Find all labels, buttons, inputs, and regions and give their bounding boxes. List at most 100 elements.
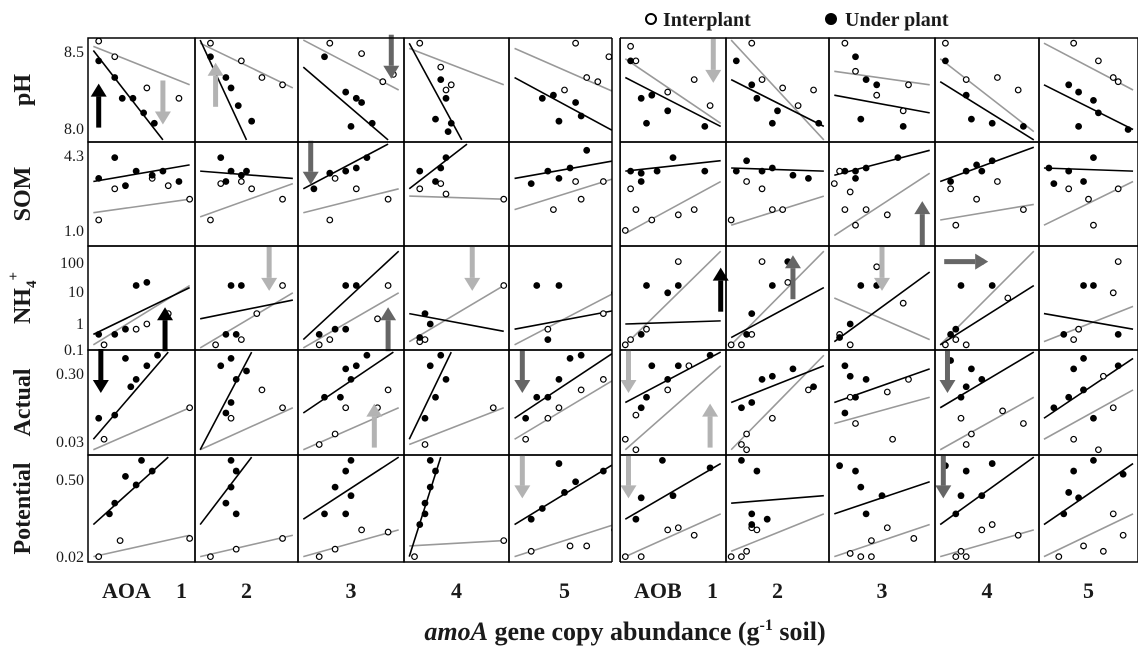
point-interplant [207, 216, 214, 224]
point-interplant [973, 195, 980, 203]
panel-frame [403, 141, 510, 247]
point-underplant [342, 167, 350, 175]
panel-frame [297, 141, 405, 247]
point-interplant [632, 206, 640, 214]
panel-r4-c1 [194, 454, 299, 563]
column-label: 4 [982, 578, 993, 603]
legend-interplant-marker [645, 13, 657, 25]
point-underplant [95, 414, 103, 422]
point-underplant [342, 467, 350, 475]
point-underplant [768, 282, 776, 289]
point-underplant [1080, 386, 1087, 394]
point-interplant [212, 341, 220, 349]
point-underplant [132, 376, 140, 383]
point-underplant [122, 182, 129, 190]
point-underplant [352, 362, 360, 370]
point-interplant [358, 50, 366, 57]
point-underplant [342, 282, 350, 289]
fit-line-underplant [302, 351, 394, 414]
point-underplant [421, 499, 429, 507]
x-axis-label-text: gene copy abundance (g [488, 617, 760, 646]
panel-plot-area [514, 282, 618, 346]
point-interplant [258, 74, 266, 81]
point-underplant [1060, 510, 1068, 518]
fit-line-interplant [302, 292, 400, 349]
arrow-down-icon [935, 454, 952, 499]
point-underplant [421, 414, 429, 422]
point-underplant [533, 393, 541, 401]
row-label-text: pH [10, 74, 36, 106]
point-underplant [321, 510, 328, 518]
point-underplant [1080, 282, 1087, 289]
point-interplant [621, 341, 629, 349]
point-underplant [852, 467, 859, 475]
arrow-down-icon [464, 246, 481, 291]
point-underplant [154, 351, 161, 359]
panel-plot-area [514, 351, 615, 443]
point-interplant [186, 535, 194, 542]
point-underplant [310, 185, 318, 193]
point-interplant [555, 404, 563, 412]
panel-plot-area [1043, 39, 1134, 133]
point-underplant [426, 483, 434, 491]
point-underplant [566, 355, 574, 362]
panel-plot-area [727, 456, 825, 561]
point-interplant [883, 388, 891, 396]
point-underplant [132, 481, 140, 489]
point-underplant [1090, 97, 1097, 104]
point-underplant [758, 167, 766, 175]
row-label: NH4+ [6, 272, 40, 324]
point-underplant [810, 383, 817, 391]
point-interplant [572, 39, 579, 47]
point-interplant [994, 74, 1001, 81]
fit-line-interplant [624, 58, 722, 124]
point-underplant [234, 102, 242, 109]
panel-r4-c6 [725, 454, 830, 563]
panel-plot-area [834, 362, 930, 443]
panel-r1-c5 [619, 141, 727, 247]
panel-frame [403, 349, 510, 456]
point-interplant [768, 414, 776, 422]
panel-plot-area [621, 154, 722, 235]
panel-plot-area [302, 456, 400, 561]
point-underplant [648, 91, 656, 99]
point-underplant [326, 169, 334, 177]
point-interplant [416, 185, 424, 193]
panel-r4-c4 [508, 454, 621, 563]
point-interplant [1020, 206, 1027, 214]
fit-line-underplant [1043, 312, 1134, 330]
panel-plot-area [408, 143, 508, 203]
column-labels: 1 2 3 4 5 AOA 1 2 3 4 5 AOB [102, 578, 1094, 603]
point-interplant [411, 553, 418, 561]
point-underplant [175, 178, 183, 185]
point-underplant [555, 117, 563, 125]
point-underplant [664, 107, 672, 115]
point-underplant [862, 164, 870, 172]
point-interplant [957, 547, 965, 555]
point-interplant [664, 526, 672, 534]
panel-plot-area [727, 157, 825, 226]
fit-line-interplant [93, 198, 190, 214]
point-interplant [1099, 547, 1107, 555]
point-underplant [342, 88, 350, 96]
panel-plot-area [302, 39, 400, 141]
point-underplant [437, 164, 445, 172]
point-underplant [852, 53, 859, 61]
point-underplant [857, 282, 865, 289]
point-underplant [748, 310, 756, 317]
point-interplant [527, 547, 535, 555]
fit-line-underplant [624, 76, 722, 128]
point-interplant [738, 441, 745, 448]
point-interplant [957, 414, 965, 422]
point-underplant [111, 499, 119, 507]
point-interplant [1109, 74, 1117, 81]
point-underplant [748, 521, 756, 528]
point-interplant [868, 537, 875, 544]
point-interplant [1099, 372, 1107, 380]
panel-r1-c4 [508, 141, 621, 247]
point-underplant [347, 492, 355, 500]
fit-line-interplant [730, 195, 825, 226]
point-interplant [779, 84, 787, 92]
point-underplant [988, 157, 996, 165]
